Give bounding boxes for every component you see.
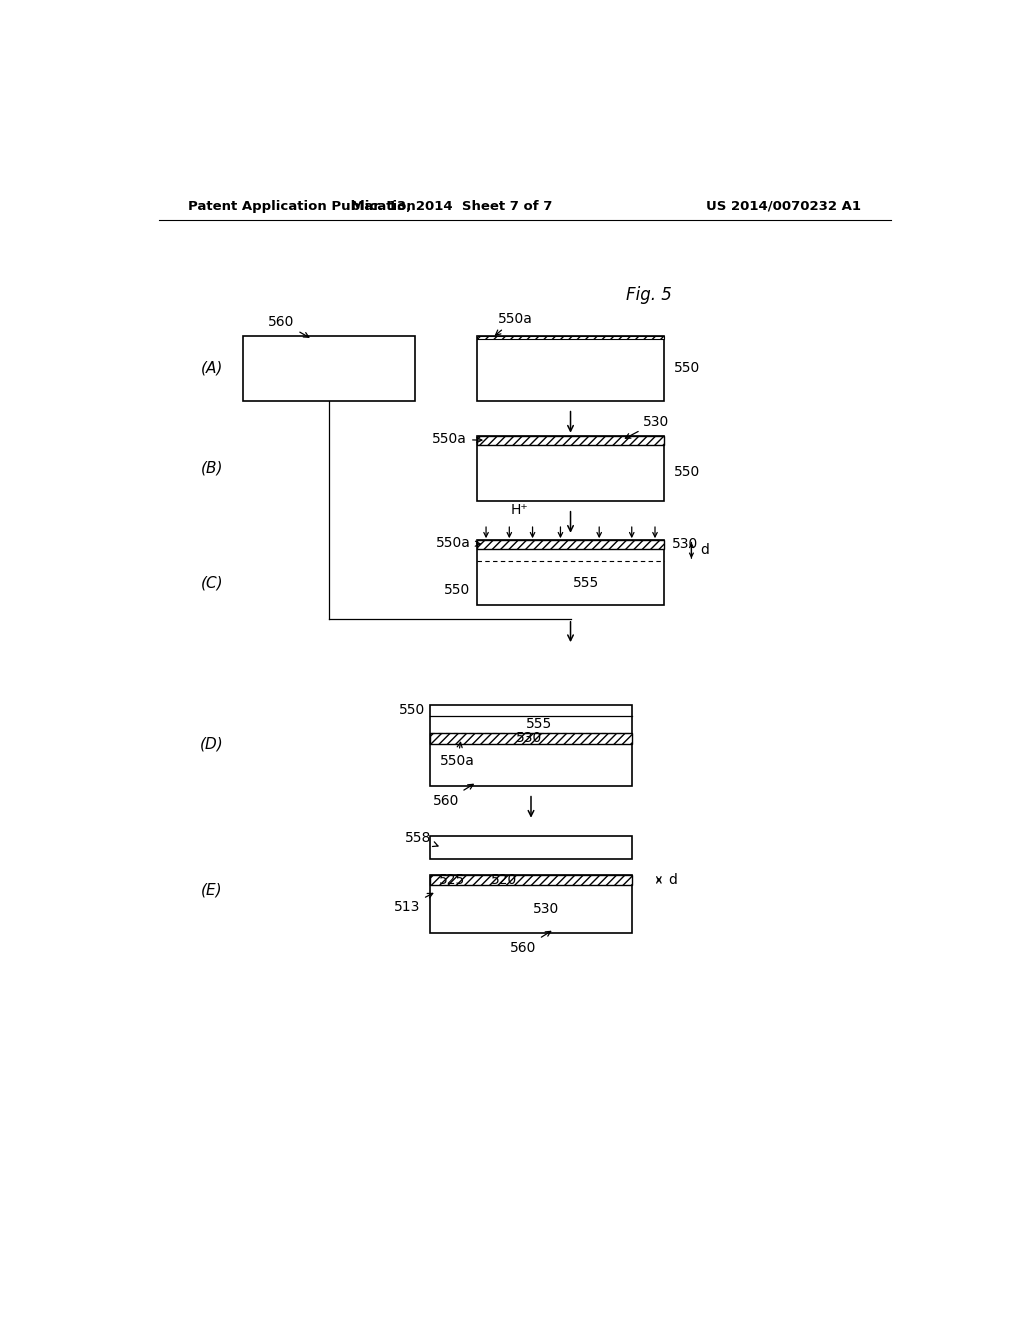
Bar <box>477 540 665 605</box>
Text: US 2014/0070232 A1: US 2014/0070232 A1 <box>707 199 861 213</box>
Text: 550a: 550a <box>496 312 532 335</box>
Bar <box>430 836 632 859</box>
Text: 550: 550 <box>674 465 699 479</box>
Text: 555: 555 <box>572 576 599 590</box>
Text: 520: 520 <box>490 873 517 887</box>
Text: 550a: 550a <box>436 536 480 549</box>
Text: 558: 558 <box>406 832 438 846</box>
Bar <box>430 875 632 886</box>
Bar <box>477 436 665 445</box>
Bar <box>477 540 665 549</box>
Text: 550a: 550a <box>440 742 475 767</box>
Text: 560: 560 <box>510 932 551 956</box>
Text: d: d <box>669 873 677 887</box>
Text: Fig. 5: Fig. 5 <box>626 286 672 305</box>
Text: (C): (C) <box>201 576 223 591</box>
Bar <box>430 875 632 886</box>
Bar <box>243 335 415 401</box>
Text: 525: 525 <box>439 873 465 887</box>
Text: 550: 550 <box>399 704 426 718</box>
Text: 530: 530 <box>626 414 670 438</box>
Text: H⁺: H⁺ <box>511 503 528 517</box>
Text: Mar. 13, 2014  Sheet 7 of 7: Mar. 13, 2014 Sheet 7 of 7 <box>351 199 553 213</box>
Text: (B): (B) <box>201 461 223 475</box>
Text: 513: 513 <box>394 894 433 913</box>
Text: (D): (D) <box>200 737 223 751</box>
Text: 555: 555 <box>525 717 552 731</box>
Text: 550: 550 <box>444 582 471 597</box>
Text: 560: 560 <box>268 314 309 338</box>
Bar <box>430 705 632 785</box>
Text: Patent Application Publication: Patent Application Publication <box>188 199 416 213</box>
Text: 550a: 550a <box>432 433 482 446</box>
Text: 560: 560 <box>432 784 473 808</box>
Bar <box>477 335 665 339</box>
Text: 530: 530 <box>534 902 560 916</box>
Text: 530: 530 <box>515 731 542 746</box>
Bar <box>477 540 665 549</box>
Bar <box>477 436 665 445</box>
Bar <box>430 733 632 743</box>
Text: d: d <box>700 544 710 557</box>
Bar <box>477 335 665 339</box>
Text: 550: 550 <box>674 360 699 375</box>
Bar <box>477 436 665 502</box>
Bar <box>430 733 632 743</box>
Bar <box>430 875 632 933</box>
Text: (A): (A) <box>201 360 223 375</box>
Text: (E): (E) <box>201 882 222 898</box>
Text: 530: 530 <box>672 537 698 552</box>
Bar <box>477 335 665 401</box>
